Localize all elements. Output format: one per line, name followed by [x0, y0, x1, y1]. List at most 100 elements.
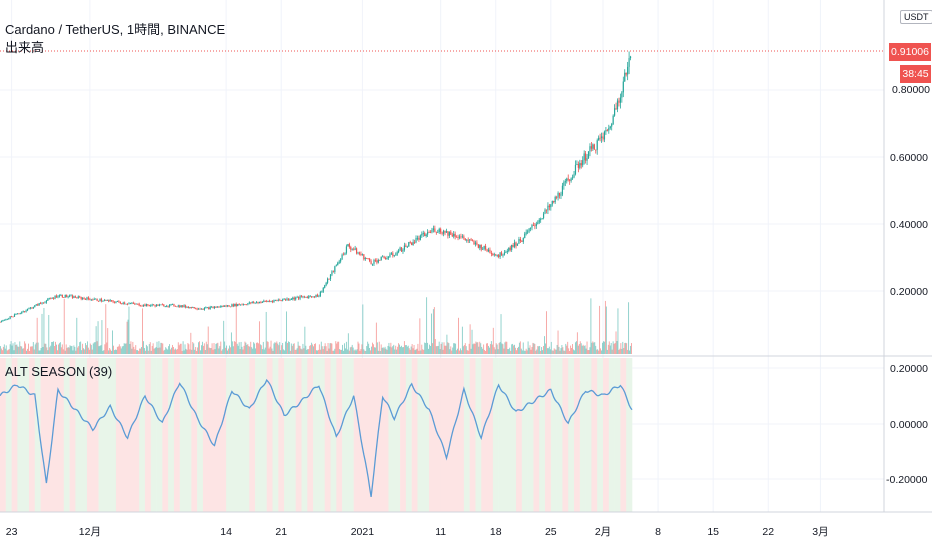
- volume-bar: [257, 342, 258, 354]
- indicator-band: [220, 358, 227, 512]
- volume-bar: [258, 343, 259, 354]
- indicator-band: [202, 358, 210, 512]
- candle-body: [448, 231, 450, 236]
- volume-bar: [204, 350, 206, 354]
- currency-unit-button[interactable]: USDT: [900, 10, 932, 24]
- indicator-band: [504, 358, 511, 512]
- candle-body: [119, 301, 121, 304]
- volume-bar: [72, 350, 74, 354]
- volume-bar: [530, 349, 532, 354]
- volume-bar: [560, 348, 562, 354]
- volume-bar: [201, 341, 203, 354]
- volume-bar: [171, 347, 172, 354]
- volume-bar: [41, 313, 43, 354]
- candle-body: [66, 294, 68, 297]
- candle-body: [34, 305, 36, 308]
- candle-body: [24, 311, 26, 312]
- candle-body: [424, 232, 426, 236]
- volume-bar: [172, 346, 174, 354]
- volume-bar: [138, 350, 140, 354]
- volume-bar: [154, 348, 156, 354]
- volume-bar: [427, 342, 429, 354]
- volume-bar: [13, 350, 15, 354]
- volume-bar: [568, 348, 570, 354]
- indicator-band: [510, 358, 517, 512]
- volume-bar: [233, 341, 235, 354]
- symbol-title[interactable]: Cardano / TetherUS, 1時間, BINANCE: [5, 22, 226, 37]
- candle-body: [467, 239, 469, 241]
- volume-bar: [239, 349, 241, 354]
- volume-bar: [583, 346, 585, 354]
- indicator-band: [289, 358, 297, 512]
- volume-bar: [38, 350, 40, 354]
- volume-bar: [121, 346, 123, 354]
- volume-bar: [20, 346, 22, 354]
- volume-bar: [521, 350, 523, 354]
- volume-bar: [524, 350, 526, 354]
- candle-body: [419, 235, 421, 240]
- candle-body: [226, 305, 229, 307]
- volume-bar: [418, 350, 420, 354]
- indicator-band: [597, 358, 604, 512]
- volume-bar: [354, 349, 356, 354]
- volume-bar: [455, 343, 457, 354]
- volume-bar: [131, 348, 133, 354]
- volume-bar: [517, 347, 518, 354]
- volume-bar: [280, 350, 282, 354]
- candle-body: [99, 299, 101, 302]
- volume-bar: [224, 341, 226, 354]
- candle-body: [576, 163, 578, 165]
- volume-bar: [373, 344, 374, 354]
- candle-body: [47, 298, 49, 301]
- candle-body: [412, 242, 414, 245]
- volume-bar: [367, 341, 369, 354]
- candle-body: [321, 291, 323, 293]
- volume-bar: [478, 346, 480, 354]
- volume-bar: [288, 342, 290, 354]
- indicator-band: [394, 358, 401, 512]
- volume-bar: [287, 341, 289, 354]
- indicator-band: [400, 358, 407, 512]
- volume-bar: [82, 343, 84, 354]
- volume-bar: [68, 347, 70, 354]
- candle-body: [360, 253, 362, 256]
- time-tick-label: 11: [435, 526, 446, 538]
- volume-bar: [407, 345, 409, 354]
- volume-bar: [603, 341, 604, 354]
- candle-body: [406, 246, 408, 248]
- candle-body: [357, 252, 359, 254]
- candle-body: [70, 295, 72, 297]
- volume-bar: [312, 344, 314, 354]
- candle-body: [83, 297, 85, 299]
- indicator-title[interactable]: ALT SEASON (39): [5, 364, 113, 379]
- volume-bar: [601, 350, 602, 354]
- candle-body: [547, 205, 549, 211]
- volume-bar: [501, 343, 503, 354]
- indicator-tick-label: -0.20000: [886, 474, 928, 486]
- indicator-band: [330, 358, 337, 512]
- candle-body: [418, 237, 420, 240]
- volume-bar: [493, 347, 495, 354]
- volume-bar: [137, 350, 139, 354]
- volume-bar: [231, 341, 233, 354]
- volume-bar: [79, 342, 81, 354]
- candle-body: [212, 306, 214, 309]
- candle-body: [182, 305, 184, 307]
- indicator-band: [626, 358, 633, 512]
- volume-label[interactable]: 出来高: [5, 40, 45, 55]
- volume-bar: [527, 341, 529, 354]
- volume-bar: [400, 346, 401, 354]
- indicator-band: [162, 358, 169, 512]
- volume-bar: [410, 346, 412, 354]
- volume-bar: [229, 347, 231, 354]
- indicator-band: [144, 358, 152, 512]
- indicator-band: [81, 358, 88, 512]
- volume-bar: [56, 344, 57, 354]
- indicator-band: [318, 358, 325, 512]
- candle-body: [402, 249, 404, 252]
- indicator-band: [17, 358, 24, 512]
- volume-bar: [390, 342, 392, 354]
- volume-bar: [487, 343, 488, 354]
- volume-bar: [515, 347, 516, 354]
- volume-bar: [21, 346, 23, 354]
